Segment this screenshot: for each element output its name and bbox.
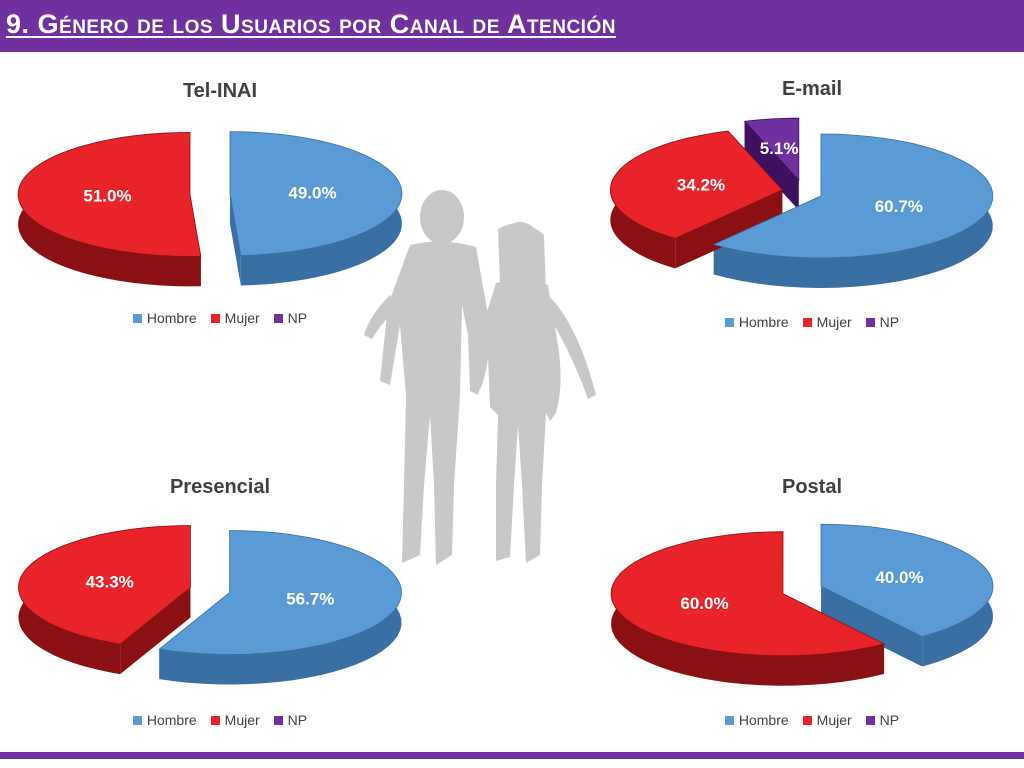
data-label-mujer: 51.0%: [83, 186, 131, 205]
legend-item-hombre: Hombre: [132, 712, 197, 728]
hombre-swatch: [724, 317, 734, 327]
pie-slice-hombre: [229, 131, 403, 256]
data-label-mujer: 60.0%: [680, 594, 728, 613]
pie-slice-hombre: [712, 133, 994, 259]
pie-slice-hombre: [820, 523, 994, 637]
legend-label: NP: [879, 712, 900, 728]
legend-label: Hombre: [146, 712, 197, 728]
chart-presencial: Presencial 56.7% 43.3% Hombre Mujer NP: [17, 476, 420, 756]
hombre-swatch: [132, 313, 142, 323]
data-label-hombre: 49.0%: [288, 184, 336, 203]
pie-chart-presencial: 56.7% 43.3%: [17, 525, 402, 685]
pie-chart-email: 60.7% 34.2% 5.1%: [609, 117, 994, 288]
legend-item-np: NP: [865, 314, 900, 330]
legend-item-mujer: Mujer: [210, 712, 260, 728]
pie-chart-postal: 40.0% 60.0%: [610, 523, 994, 686]
legend-label: Hombre: [146, 310, 197, 326]
chart-title: Postal: [781, 476, 843, 498]
legend: Hombre Mujer NP: [612, 314, 1012, 330]
pie-slice-mujer: [17, 525, 191, 645]
legend-label: Hombre: [738, 712, 789, 728]
legend-item-mujer: Mujer: [802, 314, 852, 330]
chart-title: Presencial: [169, 476, 271, 498]
chart-tel-inai: Tel-INAI 49.0% 51.0% Hombre Mujer NP: [17, 80, 420, 360]
legend-item-mujer: Mujer: [802, 712, 852, 728]
legend-item-hombre: Hombre: [724, 712, 789, 728]
chart-title: E-mail: [781, 78, 843, 100]
np-swatch: [273, 313, 283, 323]
chart-email: E-mail 60.7% 34.2% 5.1% Hombre Mujer NP: [609, 78, 1012, 358]
pie-slice-mujer: [610, 531, 886, 657]
np-swatch: [865, 715, 875, 725]
chart-title: Tel-INAI: [182, 80, 258, 102]
pie-slice-hombre-cut-1: [821, 586, 923, 667]
legend-label: NP: [287, 310, 308, 326]
data-label-mujer: 34.2%: [677, 176, 725, 195]
couple-silhouette-image: [364, 190, 596, 565]
mujer-swatch: [802, 317, 812, 327]
data-label-mujer: 43.3%: [86, 572, 134, 591]
pie-slice-hombre-cut-1: [229, 193, 241, 286]
hombre-swatch: [724, 715, 734, 725]
pie-slice-mujer: [609, 130, 783, 239]
hombre-swatch: [132, 715, 142, 725]
page-title: 9. Género de los Usuarios por Canal de A…: [6, 9, 616, 39]
legend-item-np: NP: [865, 712, 900, 728]
legend-label: NP: [879, 314, 900, 330]
pie-slice-mujer-cut-0: [120, 587, 191, 675]
pie-slice-np: [743, 117, 800, 182]
np-swatch: [273, 715, 283, 725]
legend-label: NP: [287, 712, 308, 728]
legend-label: Mujer: [224, 310, 260, 326]
mujer-swatch: [802, 715, 812, 725]
pie-slice-mujer: [17, 131, 202, 257]
legend-item-hombre: Hombre: [132, 310, 197, 326]
legend-label: Mujer: [224, 712, 260, 728]
legend-label: Hombre: [738, 314, 789, 330]
legend-item-mujer: Mujer: [210, 310, 260, 326]
pie-slice-np-cut-0: [744, 121, 799, 211]
data-label-hombre: 56.7%: [286, 590, 334, 609]
np-swatch: [865, 317, 875, 327]
mujer-swatch: [210, 715, 220, 725]
legend: Hombre Mujer NP: [20, 712, 420, 728]
chart-postal: Postal 40.0% 60.0% Hombre Mujer NP: [610, 476, 1012, 756]
pie-chart-tel-inai: 49.0% 51.0%: [17, 131, 403, 287]
data-label-hombre: 40.0%: [875, 568, 923, 587]
data-label-np: 5.1%: [760, 139, 799, 158]
legend-item-np: NP: [273, 310, 308, 326]
legend-item-hombre: Hombre: [724, 314, 789, 330]
legend-item-np: NP: [273, 712, 308, 728]
legend-label: Mujer: [816, 712, 852, 728]
header-bar: 9. Género de los Usuarios por Canal de A…: [0, 0, 1024, 52]
data-label-hombre: 60.7%: [875, 197, 923, 216]
pie-slice-mujer-cut-0: [675, 189, 783, 269]
legend: Hombre Mujer NP: [612, 712, 1012, 728]
legend: Hombre Mujer NP: [20, 310, 420, 326]
mujer-swatch: [210, 313, 220, 323]
legend-label: Mujer: [816, 314, 852, 330]
footer-bar: [0, 752, 1024, 759]
pie-slice-hombre: [158, 530, 402, 655]
